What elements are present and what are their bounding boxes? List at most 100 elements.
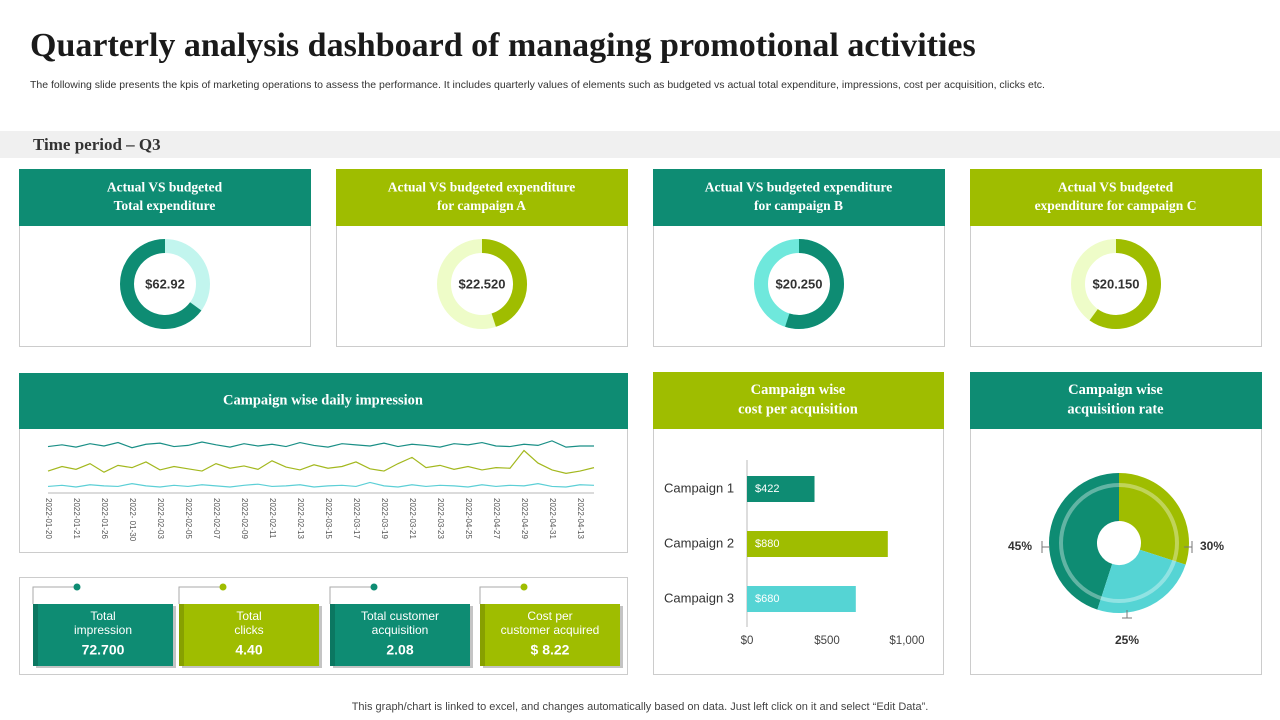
x-tick-label: $0 (741, 635, 754, 647)
x-tick-label: 2022-04-13 (576, 498, 585, 539)
card-header (19, 373, 628, 429)
x-tick-label: 2022-03-19 (380, 498, 389, 539)
x-tick-label: 2022-01-20 (44, 498, 53, 539)
card-title: expenditure for campaign C (1035, 198, 1197, 213)
x-tick-label: 2022-03-21 (408, 498, 417, 539)
connector-dot (73, 583, 81, 591)
x-tick-label: 2022-01-26 (100, 498, 109, 539)
pie-label: 25% (1115, 633, 1139, 647)
kpi-title: impression (74, 623, 132, 637)
connector-dot (370, 583, 378, 591)
kpi-title: Total customer (361, 609, 439, 623)
donut-arc (1089, 239, 1161, 329)
donut-value: $22.520 (459, 276, 506, 291)
donut-value: $62.92 (145, 276, 185, 291)
card-title: for campaign A (437, 198, 526, 213)
pie-ring (1059, 483, 1179, 603)
kpi-card (33, 604, 173, 666)
card-title: Campaign wise (1068, 382, 1163, 398)
card-title: Actual VS budgeted (107, 179, 223, 194)
card-title: Actual VS budgeted expenditure (388, 179, 575, 194)
card-header (336, 169, 628, 226)
x-tick-label: 2022-04-27 (492, 498, 501, 539)
x-tick-label: 2022-03-17 (352, 498, 361, 539)
connector-dot (219, 583, 227, 591)
card-title: Total expenditure (114, 198, 216, 213)
card-header (970, 372, 1262, 429)
y-tick-label: Campaign 1 (664, 480, 734, 495)
card-header (653, 169, 945, 226)
donut-value: $20.250 (776, 276, 823, 291)
x-tick-label: $500 (814, 635, 840, 647)
x-tick-label: 2022-04-29 (520, 498, 529, 539)
subtitle: The following slide presents the kpis of… (30, 79, 1045, 91)
card-header (19, 169, 311, 226)
series-line (47, 481, 595, 488)
pie-label: 45% (1008, 539, 1032, 553)
pie-label: 30% (1200, 539, 1224, 553)
kpi-title: Total (90, 609, 115, 623)
x-tick-label: 2022-02-09 (240, 498, 249, 539)
kpi-edge (179, 604, 184, 666)
x-tick-label: 2022-03-15 (324, 498, 333, 539)
card-title: Campaign wise daily impression (223, 392, 423, 408)
bar (747, 531, 888, 557)
x-tick-label: 2022-02-03 (156, 498, 165, 539)
pie-slice (1117, 473, 1189, 565)
series-line (47, 440, 594, 449)
kpi-card (480, 604, 620, 666)
x-tick-label: 2022-01-21 (72, 498, 81, 539)
connector (32, 586, 77, 604)
connector (479, 586, 524, 604)
kpi-edge (480, 604, 485, 666)
card-title: Actual VS budgeted expenditure (705, 179, 892, 194)
x-tick-label: 2022-02-11 (268, 498, 277, 539)
connector (178, 586, 223, 604)
series-line (47, 449, 595, 474)
bar (747, 586, 856, 612)
kpi-title: Total (236, 609, 261, 623)
x-tick-label: 2022-02-05 (184, 498, 193, 539)
footer: This graph/chart is linked to excel, and… (352, 701, 929, 713)
x-tick-label: $1,000 (889, 635, 924, 647)
kpi-value: 2.08 (386, 642, 413, 658)
pie-slice (1097, 548, 1186, 613)
kpi-card (179, 604, 319, 666)
card-title: Actual VS budgeted (1058, 179, 1174, 194)
donut-arc (481, 239, 527, 327)
kpi-card (330, 604, 470, 666)
title: Quarterly analysis dashboard of managing… (30, 27, 976, 64)
connector (329, 586, 374, 604)
time-period: Time period – Q3 (33, 135, 161, 154)
x-tick-label: 2022-02-13 (296, 498, 305, 539)
x-tick-label: 2022-02-07 (212, 498, 221, 539)
kpi-title: customer acquired (501, 623, 600, 637)
kpi-title: acquisition (372, 623, 429, 637)
period-band (0, 131, 1280, 158)
bar-label: $880 (755, 538, 779, 550)
bar (747, 476, 815, 502)
bar-label: $680 (755, 593, 779, 605)
kpi-title: Cost per (527, 609, 572, 623)
card-header (653, 372, 944, 429)
pie-slice (1049, 473, 1121, 610)
card-header (970, 169, 1262, 226)
kpi-value: 4.40 (235, 642, 262, 658)
x-tick-label: 2022- 01-30 (128, 498, 137, 542)
donut-value: $20.150 (1093, 276, 1140, 291)
kpi-value: $ 8.22 (531, 642, 570, 658)
x-tick-label: 2022-04-25 (464, 498, 473, 539)
y-tick-label: Campaign 3 (664, 590, 734, 605)
kpi-title: clicks (234, 623, 263, 637)
y-tick-label: Campaign 2 (664, 535, 734, 550)
donut-arc (120, 239, 202, 329)
card-title: acquisition rate (1067, 402, 1164, 418)
x-tick-label: 2022-04-31 (548, 498, 557, 539)
bar-label: $422 (755, 483, 779, 495)
card-title: for campaign B (754, 198, 843, 213)
card-title: Campaign wise (751, 382, 846, 398)
donut-arc (785, 239, 844, 329)
card-title: cost per acquisition (738, 402, 858, 418)
kpi-edge (330, 604, 335, 666)
